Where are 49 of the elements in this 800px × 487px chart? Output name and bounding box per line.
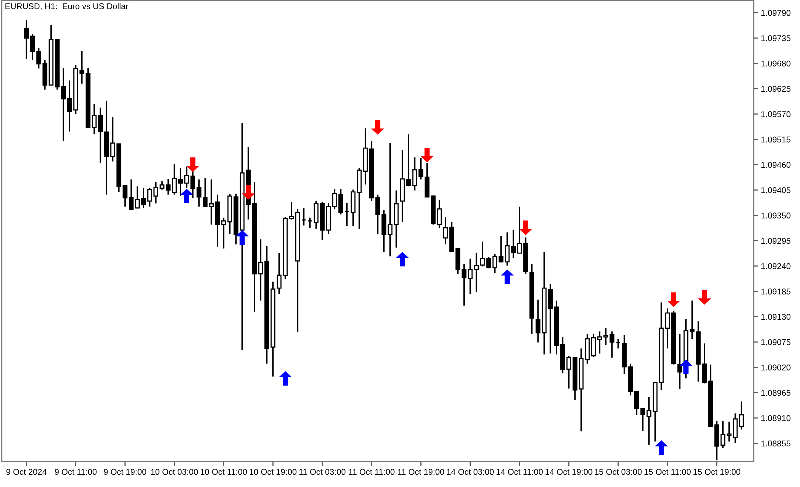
x-tick-label: 10 Oct 11:00 bbox=[200, 469, 248, 476]
y-tick-label: 1.09020 bbox=[762, 364, 791, 371]
y-tick-label: 1.09460 bbox=[762, 162, 791, 168]
x-tick-label: 15 Oct 11:00 bbox=[644, 469, 691, 476]
point bbox=[180, 188, 194, 204]
x-tick-label: 9 Oct 2024 bbox=[6, 469, 47, 476]
y-tick-label: 1.08965 bbox=[762, 390, 791, 396]
y-tick-label: 1.08855 bbox=[762, 440, 791, 447]
y-tick-label: 1.08910 bbox=[762, 415, 791, 422]
y-tick-label: 1.09295 bbox=[762, 238, 791, 244]
y-tick-label: 1.09350 bbox=[762, 212, 791, 219]
x-tick-label: 9 Oct 19:00 bbox=[104, 469, 146, 476]
x-tick-label: 15 Oct 03:00 bbox=[595, 469, 642, 476]
y-tick-label: 1.09790 bbox=[762, 10, 791, 16]
candlestick bbox=[678, 333, 682, 390]
y-tick-label: 1.09735 bbox=[762, 36, 791, 42]
x-tick-label: 10 Oct 03:00 bbox=[151, 469, 198, 476]
x-tick-label: 11 Oct 03:00 bbox=[300, 469, 346, 476]
point bbox=[186, 158, 200, 172]
y-tick-label: 1.09405 bbox=[762, 187, 791, 194]
point bbox=[500, 270, 514, 284]
point bbox=[371, 120, 385, 135]
x-tick-label: 15 Oct 19:00 bbox=[694, 469, 741, 476]
point bbox=[278, 371, 292, 386]
point bbox=[519, 220, 532, 236]
y-tick-label: 1.09240 bbox=[762, 263, 791, 270]
y-tick-label: 1.09185 bbox=[762, 288, 791, 295]
point bbox=[420, 148, 434, 163]
x-tick-label: 11 Oct 19:00 bbox=[398, 469, 444, 476]
x-tick-label: 10 Oct 19:00 bbox=[250, 469, 297, 476]
point bbox=[236, 230, 249, 245]
y-tick-label: 1.09625 bbox=[762, 86, 791, 92]
y-tick-label: 1.09075 bbox=[762, 339, 791, 346]
point bbox=[698, 290, 712, 305]
y-tick-label: 1.09680 bbox=[762, 60, 791, 67]
point bbox=[667, 292, 680, 308]
point bbox=[396, 252, 410, 267]
x-tick-label: 14 Oct 11:00 bbox=[496, 469, 543, 476]
x-tick-label: 14 Oct 19:00 bbox=[546, 469, 593, 476]
point bbox=[680, 360, 693, 374]
y-tick-label: 1.09570 bbox=[762, 111, 791, 118]
point bbox=[242, 185, 256, 200]
point bbox=[654, 440, 668, 456]
y-tick-label: 1.09130 bbox=[762, 314, 791, 320]
x-tick-label: 11 Oct 11:00 bbox=[349, 469, 395, 476]
x-tick-label: 9 Oct 11:00 bbox=[55, 469, 97, 476]
y-tick-label: 1.09515 bbox=[762, 136, 791, 143]
x-tick-label: 14 Oct 03:00 bbox=[447, 469, 494, 476]
chart-title: EURUSD, H1: Euro vs US Dollar bbox=[6, 3, 129, 10]
